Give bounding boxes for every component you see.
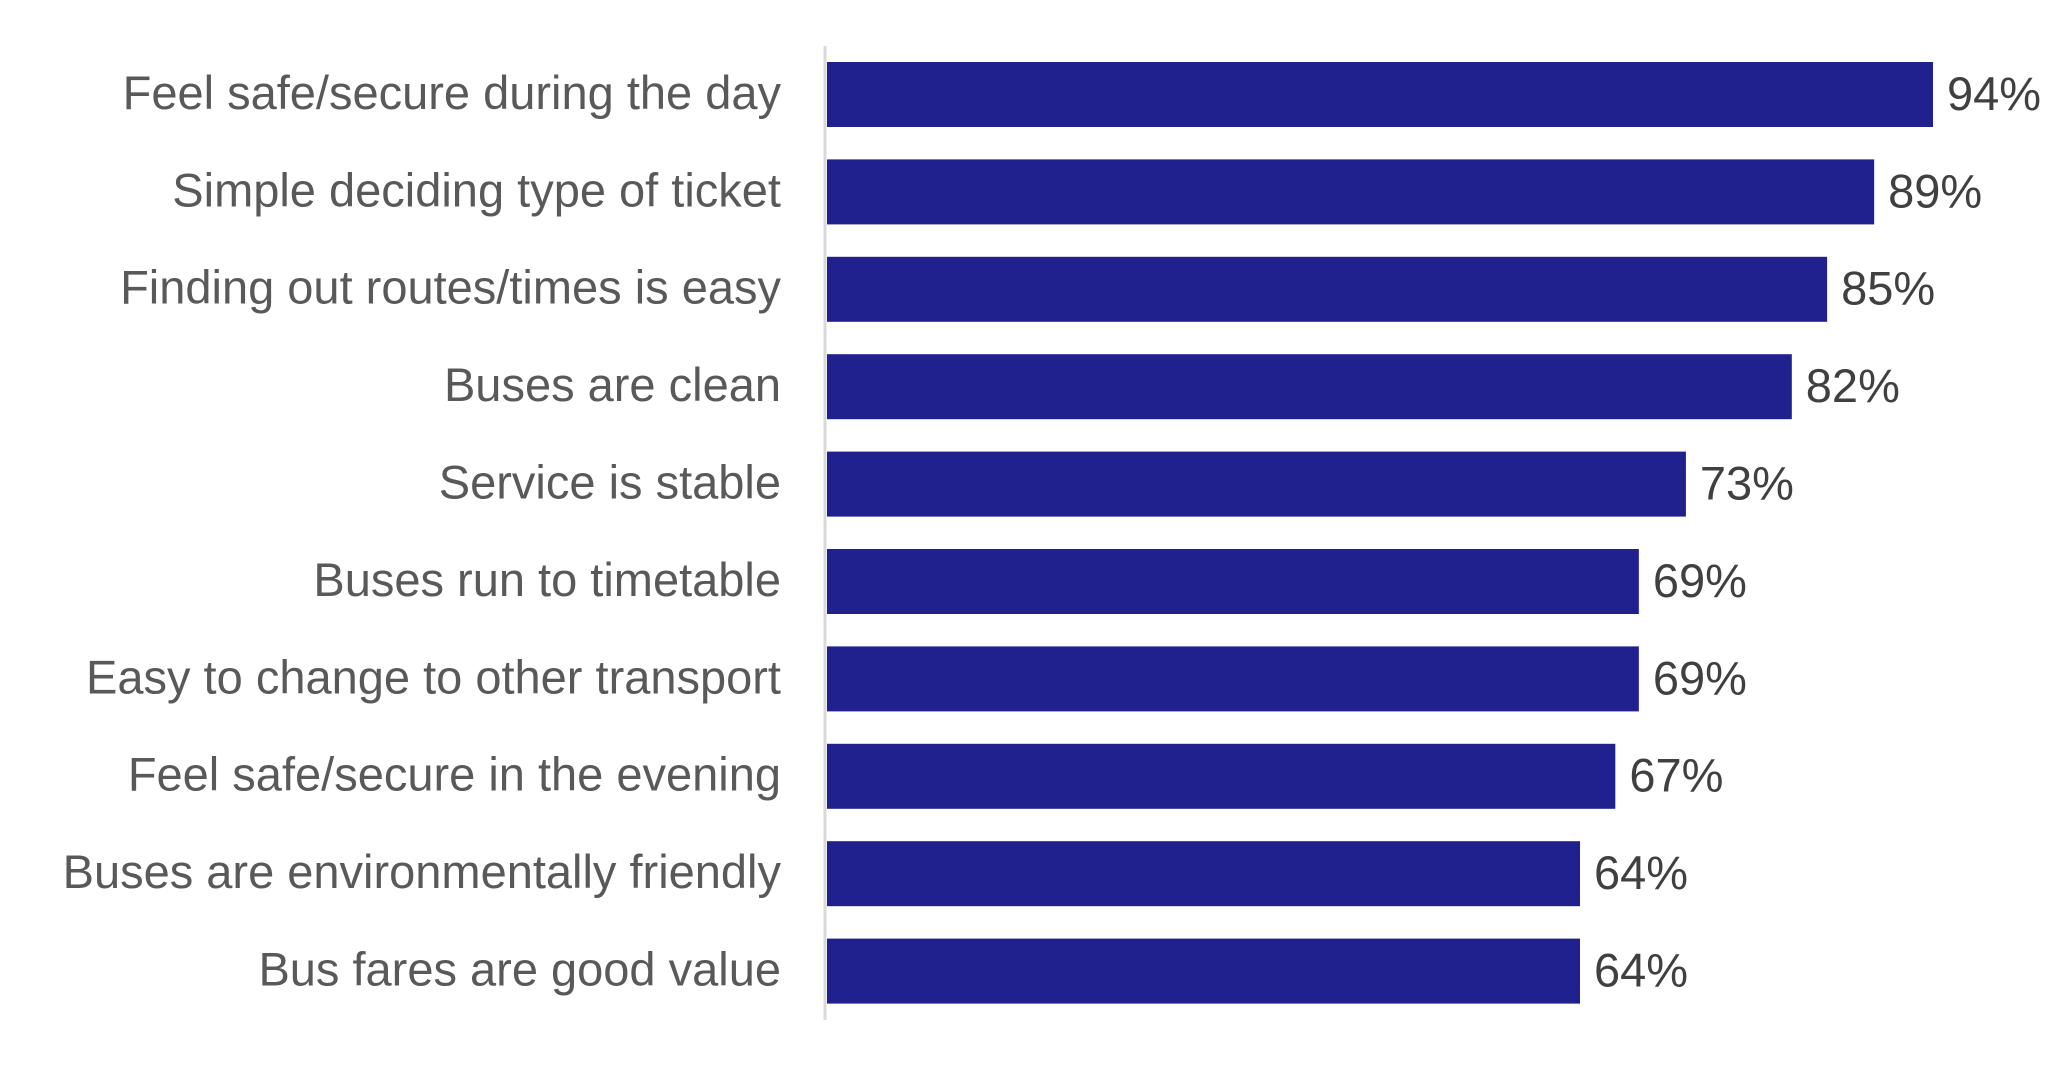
category-label: Buses are clean xyxy=(444,358,781,411)
value-label: 69% xyxy=(1653,554,1747,607)
bar xyxy=(827,159,1875,225)
category-label: Feel safe/secure in the evening xyxy=(128,748,781,801)
category-label: Easy to change to other transport xyxy=(86,650,781,703)
category-label: Simple deciding type of ticket xyxy=(172,163,781,216)
value-label: 69% xyxy=(1653,651,1747,704)
category-label: Buses are environmentally friendly xyxy=(63,845,782,898)
category-label: Bus fares are good value xyxy=(258,943,781,996)
bar xyxy=(827,646,1639,712)
bar xyxy=(827,841,1581,907)
value-label: 89% xyxy=(1888,164,1982,217)
bar xyxy=(827,256,1828,322)
value-label: 64% xyxy=(1594,846,1688,899)
value-label: 64% xyxy=(1594,944,1688,997)
bar xyxy=(827,451,1686,517)
category-label: Service is stable xyxy=(439,456,781,509)
bar xyxy=(827,62,1933,127)
value-label: 73% xyxy=(1700,457,1794,510)
value-label: 67% xyxy=(1629,749,1723,802)
value-label: 94% xyxy=(1947,67,2041,120)
bar xyxy=(827,549,1639,614)
category-label: Finding out routes/times is easy xyxy=(120,261,781,314)
value-label: 82% xyxy=(1806,359,1900,412)
category-label: Buses run to timetable xyxy=(313,553,781,606)
value-label: 85% xyxy=(1841,262,1935,315)
category-label: Feel safe/secure during the day xyxy=(123,66,782,119)
bar xyxy=(827,743,1616,809)
bar xyxy=(827,938,1581,1004)
bar xyxy=(827,354,1792,420)
